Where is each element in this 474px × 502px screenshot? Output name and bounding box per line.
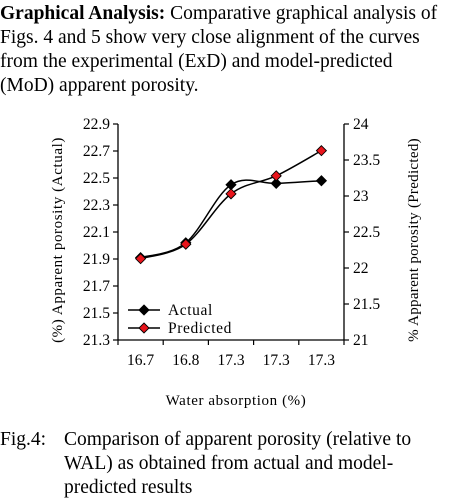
chart-ticks: 21.3 21.5 21.7 21.9 22.1 22.3 22.5 22.7 22.9 21 21… [83,116,381,369]
y-left-tick-label: 22.7 [83,143,110,160]
paragraph-line-1-text: Comparative graphical analysis of [165,3,438,24]
y-left-tick-label: 21.5 [83,305,110,322]
caption-line-1-text: Comparison of apparent porosity (relativ… [64,429,412,450]
legend-marker-predicted [138,322,150,334]
y-axis-right-label: % Apparent porosity (Predicted) [406,138,422,342]
y-right-tick-label: 23.5 [353,152,380,169]
figure-caption: Fig.4: Comparison of apparent porosity (r… [0,428,474,500]
data-point-predicted [225,188,237,200]
y-left-tick-label: 22.1 [83,224,110,241]
y-right-tick-label: 24 [353,116,369,133]
paragraph-line-1: Graphical Analysis: Comparative graphica… [0,2,474,26]
data-point-predicted [270,170,282,182]
legend-marker-actual [138,304,150,316]
intro-paragraph: Graphical Analysis: Comparative graphica… [0,2,474,98]
legend-label-predicted: Predicted [168,320,232,337]
y-right-tick-label: 23 [353,188,369,205]
y-left-tick-label: 22.3 [83,197,110,214]
y-axis-left-label: (%) Apparent porosity (Actual) [50,137,66,343]
y-left-tick-label: 21.7 [83,278,110,295]
porosity-chart: 21.3 21.5 21.7 21.9 22.1 22.3 22.5 22.7 22.9 21 21… [50,116,422,409]
x-axis-label: Water absorption (%) [166,393,307,409]
caption-label: Fig.4: [0,429,47,450]
series-line-predicted [140,149,322,260]
caption-line-2: WAL) as obtained from actual and model- [0,452,474,476]
y-right-tick-label: 21 [353,332,369,349]
paragraph-line-2: Figs. 4 and 5 show very close alignment … [0,27,420,48]
y-left-tick-label: 21.9 [83,251,110,268]
caption-line-3: predicted results [0,476,474,500]
x-tick-label: 17.3 [308,352,335,369]
x-tick-label: 16.8 [172,352,199,369]
data-point-predicted [134,253,147,265]
section-heading: Graphical Analysis: [0,3,166,24]
y-left-tick-label: 22.5 [83,170,110,187]
y-left-tick-label: 22.9 [83,116,110,133]
data-point-predicted [315,145,328,157]
paragraph-line-3: from the experimental (ExD) and model-pr… [0,51,393,72]
y-right-tick-label: 21.5 [353,296,380,313]
y-right-tick-label: 22.5 [353,224,380,241]
data-point-actual [270,177,282,190]
data-point-actual [315,175,328,187]
caption-line-2-text: WAL) as obtained from actual and model- [64,453,394,474]
caption-line-1: Fig.4: Comparison of apparent porosity (r… [0,428,474,452]
data-point-predicted [180,238,192,250]
caption-line-3-text: predicted results [64,477,193,498]
x-tick-label: 17.3 [263,352,290,369]
x-tick-label: 16.7 [127,352,154,369]
paragraph-line-4: (MoD) apparent porosity. [0,75,199,96]
y-right-tick-label: 22 [353,260,369,277]
x-tick-label: 17.3 [217,352,244,369]
legend-label-actual: Actual [168,302,213,319]
y-left-tick-label: 21.3 [83,332,110,349]
chart-series [134,145,328,265]
